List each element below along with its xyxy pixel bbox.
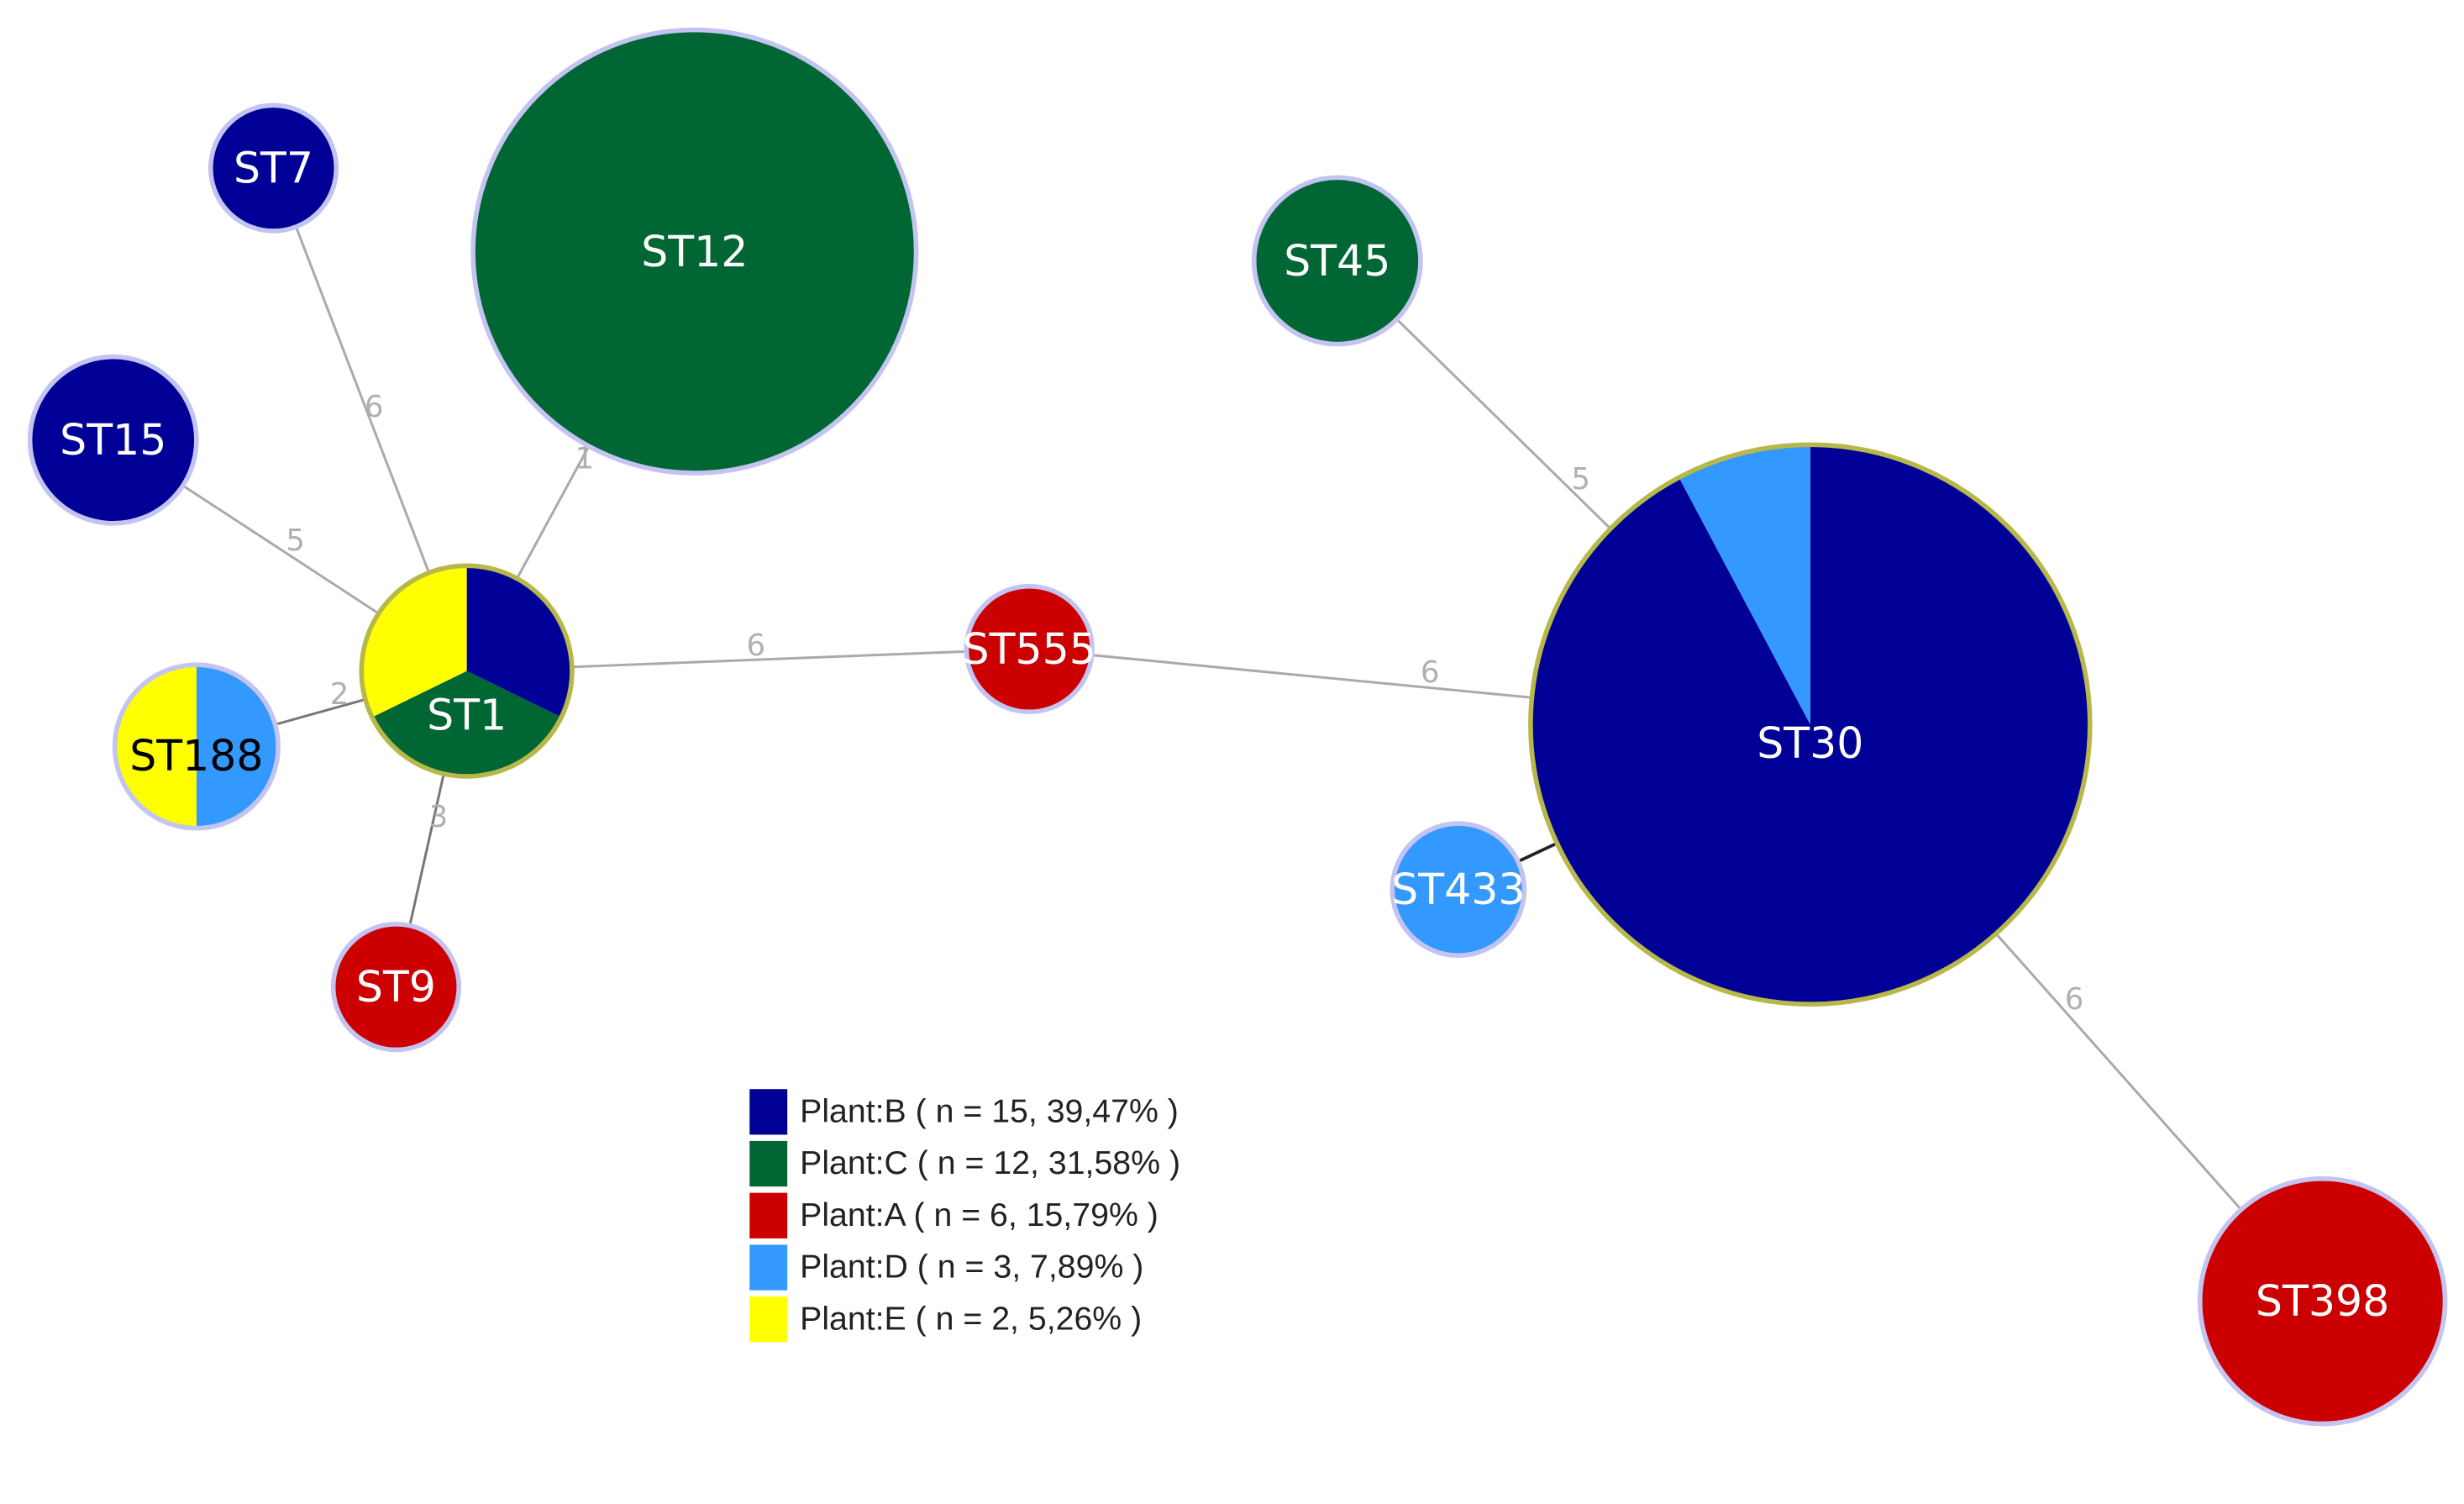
node-fill	[2199, 1178, 2446, 1424]
node-label: ST12	[641, 227, 748, 276]
edge-label: 1	[575, 442, 595, 476]
node-label: ST398	[2256, 1276, 2389, 1326]
node-border	[2197, 1176, 2448, 1427]
node-fill	[333, 923, 460, 1050]
node-label: ST433	[1391, 865, 1525, 914]
node-label: ST15	[60, 415, 166, 465]
legend-swatch	[749, 1089, 788, 1135]
node-label: ST30	[1757, 718, 1863, 768]
node-fill	[473, 29, 917, 473]
node-border	[330, 922, 462, 1053]
edge-label: 3	[429, 800, 449, 834]
edge-label: 6	[2065, 982, 2084, 1017]
node-border	[964, 583, 1095, 715]
node-slice	[196, 665, 279, 828]
legend-text: Plant:C ( n = 12, 31,58% )	[800, 1144, 1180, 1181]
node-border	[1251, 175, 1423, 347]
edge-label: 2	[330, 677, 349, 712]
node-slice	[371, 670, 562, 776]
node-border	[27, 354, 199, 526]
legend: Plant:B ( n = 15, 39,47% ) Plant:C ( n = …	[749, 1089, 1180, 1343]
node-label: ST45	[1284, 236, 1390, 286]
edge-label: 6	[746, 628, 765, 663]
legend-swatch	[749, 1140, 788, 1187]
node-slice	[114, 665, 197, 828]
legend-swatch	[749, 1244, 788, 1291]
edge-label: 6	[1421, 655, 1440, 690]
legend-swatch	[749, 1296, 788, 1343]
node-border	[359, 563, 575, 779]
node-fill	[29, 356, 197, 523]
node-border	[208, 103, 339, 234]
edge-label: 6	[365, 390, 384, 424]
edge-label: 5	[1571, 462, 1590, 497]
legend-text: Plant:E ( n = 2, 5,26% )	[800, 1300, 1142, 1337]
node-fill	[210, 105, 337, 231]
nodes: ST7 ST12 ST15 ST1 ST188 ST9 ST555 ST45 ST30 ST433…	[27, 27, 2448, 1427]
node-label: ST188	[129, 731, 263, 781]
node-fill	[966, 586, 1093, 713]
node-label: ST555	[963, 624, 1096, 674]
legend-text: Plant:D ( n = 3, 7,89% )	[800, 1249, 1143, 1286]
node-border	[470, 27, 919, 476]
node-label: ST7	[234, 144, 313, 193]
node-label: ST9	[356, 962, 436, 1012]
node-fill	[1253, 177, 1421, 344]
node-border	[1390, 821, 1527, 959]
node-border	[1528, 442, 2093, 1007]
legend-text: Plant:A ( n = 6, 15,79% )	[800, 1196, 1158, 1233]
node-border	[112, 662, 281, 831]
node-label: ST1	[427, 691, 507, 740]
node-slice	[1679, 444, 1810, 725]
node-fill	[1392, 823, 1525, 956]
edge-label: 5	[286, 523, 305, 558]
node-slice	[1530, 444, 2090, 1005]
legend-text: Plant:B ( n = 15, 39,47% )	[800, 1092, 1179, 1129]
legend-swatch	[749, 1192, 788, 1238]
